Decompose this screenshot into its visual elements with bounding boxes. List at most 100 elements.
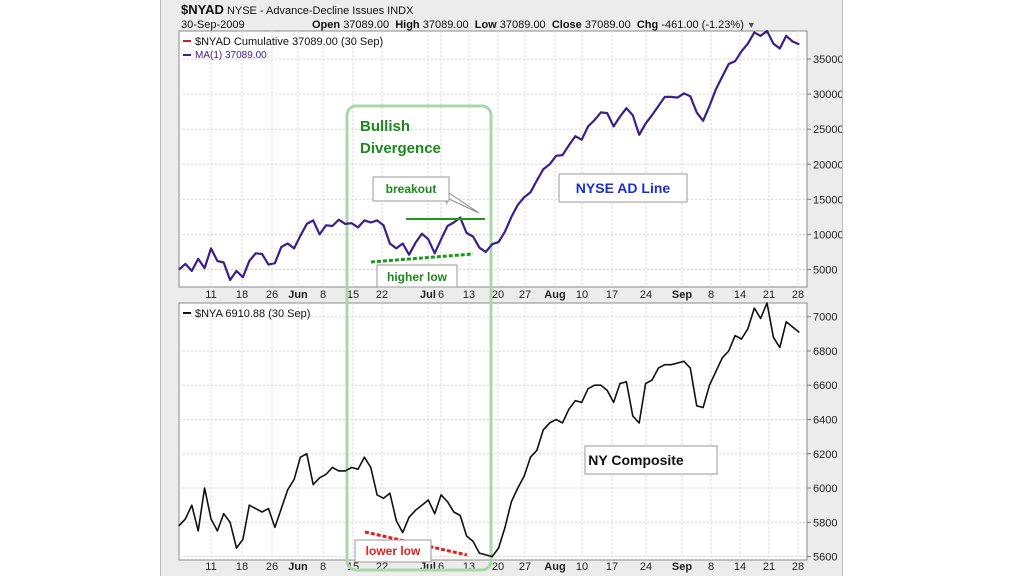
nyad-point [446, 225, 449, 227]
nya-point [427, 499, 429, 501]
nyad-point [632, 114, 634, 116]
nyad-point [351, 222, 353, 224]
nyad-point [408, 254, 410, 256]
nyad-point [574, 135, 576, 137]
nyad-point [459, 217, 461, 219]
high-value: 37089.00 [422, 19, 469, 31]
open-value: 37089.00 [343, 19, 390, 31]
nya-point [549, 422, 551, 424]
nya-point [248, 504, 250, 506]
plot-area-2 [178, 302, 808, 561]
nyad-point [510, 216, 512, 218]
x-tick-label: 11 [205, 289, 216, 301]
nya-point [261, 511, 263, 513]
x-tick-label: 26 [266, 561, 278, 573]
x-tick-label: 6 [438, 289, 444, 301]
nyad-point [561, 154, 564, 156]
nya-point [792, 326, 794, 328]
low-label: Low [474, 19, 497, 31]
ad-line-label: NYSE AD Line [576, 180, 671, 196]
nyad-point [210, 247, 212, 249]
nyad-point [664, 96, 666, 98]
dropdown-arrow-icon[interactable]: ▼ [746, 20, 756, 30]
higher-low-box [376, 264, 458, 288]
nyad-point [792, 40, 794, 43]
nya-point [523, 475, 525, 477]
nya-point [325, 473, 327, 475]
x-tick-label: 15 [347, 289, 359, 301]
x-tick-label: 18 [236, 561, 248, 573]
nyad-point [299, 235, 301, 237]
nyad-point [651, 114, 653, 116]
nya-point [510, 501, 512, 503]
nyad-point [280, 246, 282, 248]
nyad-point [242, 276, 244, 278]
y-tick-label: 5000 [813, 264, 837, 276]
y-tick-label: 6000 [813, 483, 837, 495]
nya-point [785, 321, 787, 323]
nyad-point [613, 125, 615, 127]
nya-point [632, 415, 634, 417]
nya-point [664, 364, 666, 366]
breakout-label: breakout [386, 182, 437, 196]
nya-point [370, 466, 372, 469]
nyad-point [504, 231, 506, 233]
nyad-point [625, 107, 627, 109]
divergence-label-line2: Divergence [360, 140, 441, 157]
nya-point [255, 508, 257, 510]
y-tick-label: 6400 [813, 415, 837, 427]
breakout-callout-box [372, 176, 450, 202]
nyad-point [689, 95, 691, 97]
nyad-point [274, 262, 276, 264]
nya-point [242, 538, 244, 541]
y-tick-label: 6800 [813, 346, 837, 358]
nya-point [625, 381, 627, 383]
nya-point [440, 494, 442, 496]
x-tick-label: 28 [792, 289, 804, 301]
nyad-point [478, 247, 480, 249]
x-tick-label: 27 [519, 561, 531, 573]
higher-low-label: higher low [387, 270, 448, 284]
nya-point [434, 513, 436, 515]
x-tick-label: 20 [492, 561, 504, 573]
nya-point [542, 429, 544, 431]
nyad-point [581, 139, 583, 141]
nyad-point [587, 125, 589, 127]
nya-point [734, 335, 736, 337]
nya-point [721, 357, 723, 359]
nyad-point [344, 223, 346, 225]
x-tick-label: Sep [672, 289, 692, 301]
divergence-label-line1: Bullish [360, 118, 410, 135]
nya-point [306, 453, 308, 455]
nyad-point [312, 219, 314, 221]
nya-point [740, 338, 743, 340]
nya-point [747, 328, 749, 330]
nyad-point [593, 119, 596, 121]
nya-point [299, 456, 301, 458]
nya-point [689, 367, 691, 369]
nya-point [197, 530, 199, 532]
nyad-point [568, 144, 570, 146]
nya-point [344, 470, 346, 472]
nya-point [619, 382, 621, 385]
nya-point [312, 484, 314, 486]
nya-point [223, 513, 225, 515]
nyad-point [357, 226, 359, 228]
nyad-point [472, 235, 474, 238]
lower-low-label: lower low [366, 544, 421, 558]
nya-point [453, 511, 455, 513]
nya-point [184, 518, 186, 520]
nya-point [753, 307, 755, 309]
nyad-point [523, 196, 525, 198]
x-tick-label: Jun [288, 289, 308, 301]
low-value: 37089.00 [499, 19, 546, 31]
nyad-point [638, 134, 640, 136]
nyad-point [440, 238, 442, 240]
nyad-point [319, 233, 321, 235]
nya-point [331, 466, 333, 469]
nya-point [280, 508, 282, 510]
nya-point [606, 389, 608, 391]
x-tick-label: 18 [236, 289, 248, 301]
nyad-point [434, 252, 436, 254]
index-label: INDX [387, 5, 414, 17]
